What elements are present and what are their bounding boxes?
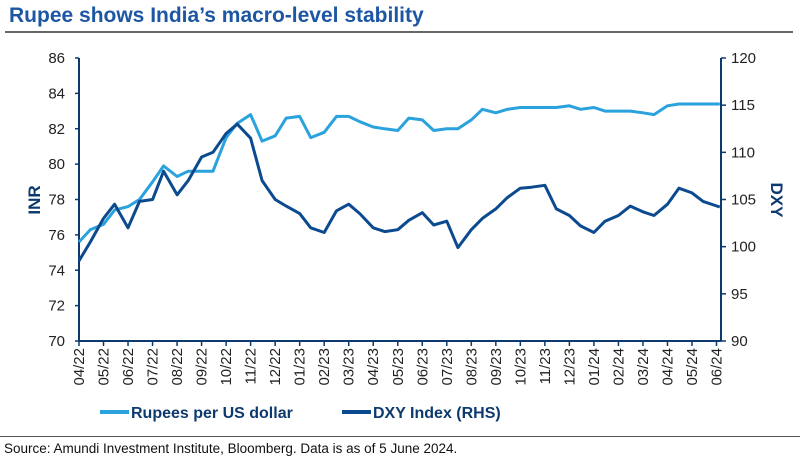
x-tick-label: 08/22 <box>169 348 186 386</box>
x-tick-label: 05/22 <box>96 348 113 386</box>
series-line-dxy-index <box>77 122 721 262</box>
y-axis-title-left: INR <box>25 185 44 214</box>
x-tick-label: 09/22 <box>194 348 211 386</box>
x-tick-label: 07/23 <box>439 348 456 386</box>
x-tick-label: 04/23 <box>365 348 382 386</box>
x-tick-label: 11/23 <box>537 348 554 384</box>
x-tick-label: 06/22 <box>120 348 137 386</box>
x-tick-label: 08/23 <box>463 348 480 386</box>
x-tick-label: 07/22 <box>145 348 162 386</box>
y-tick-label-right: 105 <box>731 192 756 209</box>
y-tick-label-right: 115 <box>731 97 755 114</box>
x-tick-label: 01/24 <box>586 348 603 386</box>
x-tick-label: 05/24 <box>684 348 701 386</box>
footer-divider <box>0 436 800 437</box>
y-tick-label-right: 110 <box>731 144 755 161</box>
y-tick-label-left: 78 <box>48 192 65 209</box>
y-tick-label-left: 80 <box>48 156 65 173</box>
x-tick-label: 02/24 <box>610 348 627 386</box>
source-note: Source: Amundi Investment Institute, Blo… <box>4 441 458 456</box>
y-tick-label-left: 84 <box>48 85 65 102</box>
y-tick-label-left: 74 <box>48 262 65 279</box>
y-tick-label-right: 90 <box>731 333 748 350</box>
legend-label-dxy: DXY Index (RHS) <box>373 405 501 422</box>
y-tick-label-right: 100 <box>731 239 756 256</box>
x-tick-label: 01/23 <box>292 348 309 386</box>
y-axis-title-right: DXY <box>767 183 786 219</box>
legend: Rupees per US dollar DXY Index (RHS) <box>100 405 501 422</box>
x-tick-label: 02/23 <box>316 348 333 386</box>
x-tick-label: 05/23 <box>390 348 407 386</box>
series-line-rupees-per-usd <box>77 102 720 244</box>
x-tick-label: 06/23 <box>414 348 431 386</box>
line-chart: 70 72 74 76 78 80 82 84 86 90 95 100 105 110 115 120 04/… <box>25 50 786 422</box>
x-tick-label: 10/23 <box>512 348 529 386</box>
x-tick-label: 04/24 <box>659 348 676 386</box>
y-tick-label-left: 76 <box>48 227 65 244</box>
y-tick-label-right: 120 <box>731 50 756 67</box>
axes: 70 72 74 76 78 80 82 84 86 90 95 100 105 110 115 120 04/… <box>48 50 756 386</box>
title-divider <box>5 31 793 33</box>
y-tick-label-left: 70 <box>48 333 65 350</box>
legend-label-rupee: Rupees per US dollar <box>131 405 293 422</box>
chart-title: Rupee shows India’s macro-level stabilit… <box>9 4 424 27</box>
series-lines <box>77 102 721 262</box>
x-tick-label: 06/24 <box>709 348 726 386</box>
x-tick-label: 12/22 <box>267 348 284 386</box>
y-tick-label-left: 86 <box>48 50 65 67</box>
x-tick-label: 12/23 <box>561 348 578 386</box>
x-tick-label: 10/22 <box>218 348 235 386</box>
y-tick-label-left: 72 <box>48 298 65 315</box>
y-tick-label-right: 95 <box>731 286 748 303</box>
x-tick-label: 09/23 <box>488 348 505 386</box>
y-tick-label-left: 82 <box>48 121 65 138</box>
x-tick-label: 03/24 <box>635 348 652 386</box>
x-tick-label: 03/23 <box>341 348 358 386</box>
x-tick-label: 04/22 <box>71 348 88 386</box>
x-tick-label: 11/22 <box>243 348 260 384</box>
